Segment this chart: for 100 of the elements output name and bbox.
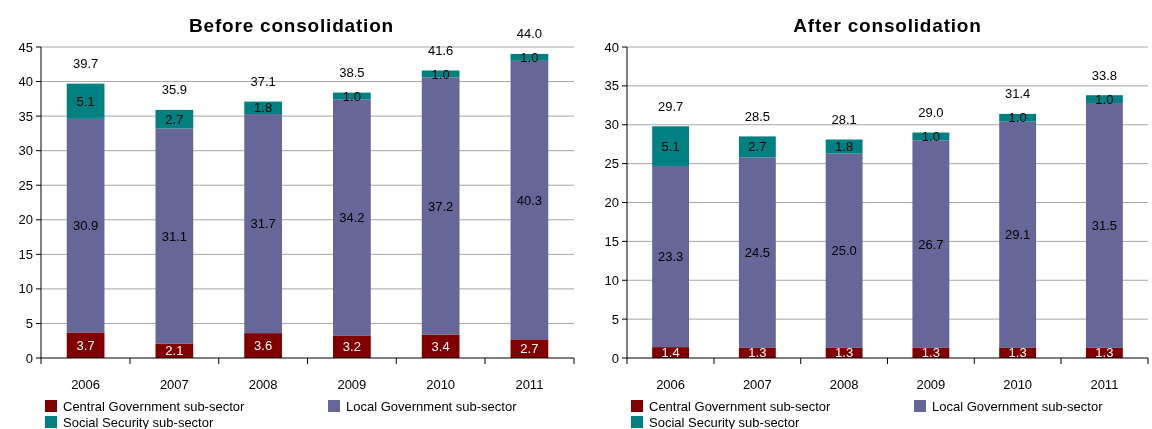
legend-label: Local Government sub-sector <box>346 398 518 414</box>
data-label: 3.2 <box>342 339 361 355</box>
bar <box>421 77 460 335</box>
y-tick-label: 40 <box>18 74 33 90</box>
total-label: 39.7 <box>72 56 99 72</box>
total-label: 35.9 <box>161 82 188 98</box>
data-label: 31.1 <box>161 228 188 244</box>
total-label: 28.1 <box>831 112 857 128</box>
bar <box>652 165 690 348</box>
chart-title: After consolidation <box>793 14 982 36</box>
y-tick-label: 5 <box>611 311 619 327</box>
y-tick-label: 45 <box>18 39 33 55</box>
total-label: 29.0 <box>918 105 944 121</box>
y-tick-label: 15 <box>18 246 33 262</box>
x-tick-label: 2011 <box>1090 376 1119 392</box>
x-tick-label: 2009 <box>337 376 367 392</box>
data-label: 3.6 <box>254 338 273 354</box>
data-label: 3.4 <box>431 338 450 354</box>
total-label: 33.8 <box>1091 67 1118 83</box>
y-tick-label: 30 <box>604 117 619 133</box>
legend-label: Local Government sub-sector <box>932 398 1104 414</box>
y-tick-label: 20 <box>18 212 33 228</box>
data-label: 1.0 <box>921 128 940 144</box>
x-tick-label: 2008 <box>248 376 278 392</box>
legend-label: Social Security sub-sector <box>649 414 800 429</box>
x-tick-label: 2006 <box>656 376 686 392</box>
y-tick-label: 10 <box>18 281 33 297</box>
y-tick-label: 30 <box>18 143 33 159</box>
bar <box>333 99 371 336</box>
data-label: 1.0 <box>520 49 539 65</box>
data-label: 1.8 <box>254 100 273 116</box>
data-label: 2.7 <box>520 341 539 357</box>
x-tick-label: 2011 <box>515 376 544 392</box>
y-tick-label: 0 <box>611 350 619 366</box>
data-label: 1.4 <box>661 345 680 361</box>
data-label: 25.0 <box>831 243 857 259</box>
x-tick-label: 2010 <box>1003 376 1033 392</box>
chart-title: Before consolidation <box>189 14 394 36</box>
total-label: 31.4 <box>1004 86 1031 102</box>
y-tick-label: 5 <box>25 315 33 331</box>
data-label: 1.3 <box>748 345 767 361</box>
bar <box>738 136 776 158</box>
y-tick-label: 25 <box>18 177 33 193</box>
data-label: 34.2 <box>339 210 365 226</box>
bar <box>652 126 690 166</box>
total-label: 29.7 <box>657 98 684 114</box>
data-label: 5.1 <box>661 138 680 154</box>
data-label: 29.1 <box>1004 227 1031 243</box>
y-tick-label: 35 <box>18 108 33 124</box>
data-label: 1.3 <box>921 345 940 361</box>
data-label: 1.3 <box>835 345 854 361</box>
data-label: 37.2 <box>427 198 454 214</box>
data-label: 3.7 <box>76 337 95 353</box>
total-label: 41.6 <box>427 43 454 59</box>
data-label: 5.1 <box>76 93 95 109</box>
data-label: 24.5 <box>744 245 771 261</box>
bar <box>66 83 105 119</box>
y-tick-label: 10 <box>604 272 619 288</box>
total-label: 38.5 <box>339 65 365 81</box>
bar <box>1085 102 1123 348</box>
data-label: 1.0 <box>1095 91 1114 107</box>
y-tick-label: 40 <box>604 39 619 55</box>
x-tick-label: 2007 <box>159 376 189 392</box>
x-tick-label: 2008 <box>829 376 859 392</box>
data-label: 1.8 <box>835 139 854 155</box>
data-label: 2.7 <box>748 139 767 155</box>
data-label: 30.9 <box>72 218 99 234</box>
y-tick-label: 15 <box>604 233 619 249</box>
bar <box>155 109 194 129</box>
y-tick-label: 35 <box>604 78 619 94</box>
bar <box>738 157 776 348</box>
legend-label: Central Government sub-sector <box>649 398 832 414</box>
total-label: 44.0 <box>516 26 543 42</box>
total-label: 37.1 <box>250 74 276 90</box>
data-label: 1.3 <box>1095 345 1114 361</box>
legend-label: Social Security sub-sector <box>63 414 214 429</box>
y-tick-label: 20 <box>604 195 619 211</box>
bar <box>244 114 282 334</box>
data-label: 26.7 <box>918 236 944 252</box>
legend-label: Central Government sub-sector <box>63 398 246 414</box>
data-label: 40.3 <box>516 192 543 208</box>
bar <box>912 140 950 348</box>
bar <box>155 128 194 344</box>
bar <box>999 121 1037 348</box>
data-label: 1.3 <box>1008 345 1027 361</box>
x-tick-label: 2007 <box>742 376 772 392</box>
y-tick-label: 25 <box>604 156 619 172</box>
x-tick-label: 2006 <box>71 376 101 392</box>
data-label: 2.7 <box>165 111 184 127</box>
bar <box>825 153 863 348</box>
x-tick-label: 2010 <box>426 376 456 392</box>
bar <box>510 60 549 340</box>
data-label: 2.1 <box>165 343 184 359</box>
bar <box>66 118 105 333</box>
x-tick-label: 2009 <box>916 376 946 392</box>
y-tick-label: 0 <box>25 350 33 366</box>
data-label: 31.7 <box>250 216 276 232</box>
data-label: 31.5 <box>1091 217 1118 233</box>
total-label: 28.5 <box>744 108 771 124</box>
data-label: 23.3 <box>657 249 684 265</box>
